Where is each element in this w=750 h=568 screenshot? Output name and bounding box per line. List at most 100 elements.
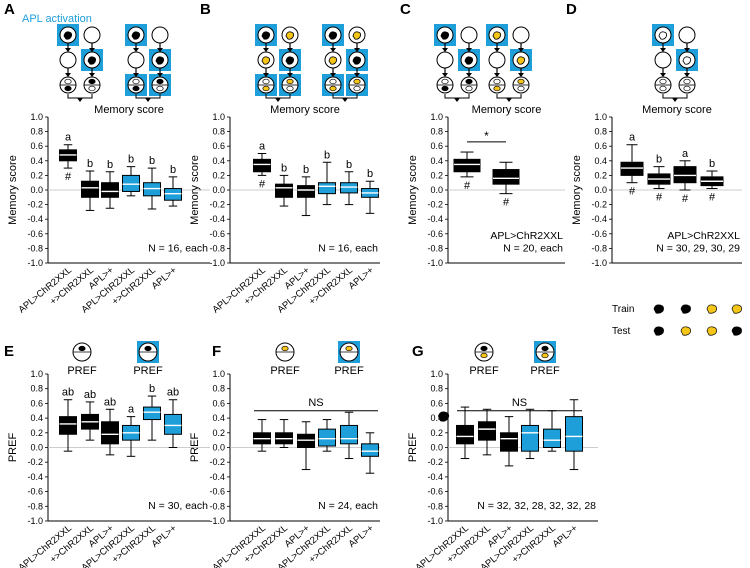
y-tick-label: 0.6: [212, 398, 225, 408]
panel-g-chart: 1.0 0.8 0.6 0.4 0.2 0.0 -0.2 -0.4 -0.6 -0.8 -1.0 PR…: [407, 369, 598, 568]
y-tick-label: -0.2: [27, 457, 43, 467]
bracket-arrow-icon: [506, 98, 512, 102]
arrow-head-icon: [330, 48, 336, 52]
y-tick-label: 0.6: [30, 141, 43, 151]
arrow-head-icon: [518, 48, 524, 52]
arrow-head-icon: [157, 73, 163, 77]
arrow-head-icon: [494, 73, 500, 77]
test-odor-icon: [88, 85, 96, 92]
y-tick-label: -1.0: [591, 258, 607, 268]
hash-mark: #: [682, 193, 689, 205]
y-tick-label: -0.8: [427, 501, 443, 511]
y-tick-label: 0.6: [594, 141, 607, 151]
arrow-head-icon: [354, 73, 360, 77]
train-odor-icon: [680, 304, 691, 314]
odor-black-icon: [87, 56, 97, 65]
pref-label: PREF: [270, 365, 300, 377]
significance-letter: ab: [62, 387, 74, 399]
y-tick-label: 1.0: [212, 369, 225, 379]
significance-letter: b: [170, 164, 176, 176]
box-3: [101, 421, 119, 445]
y-tick-label: -0.2: [209, 200, 225, 210]
panel-c-chart: 1.0 0.8 0.6 0.4 0.2 0.0 -0.2 -0.4 -0.6 -0.8 -1.0 Me…: [407, 104, 565, 268]
arrow-head-icon: [442, 48, 448, 52]
panel-letter-d: D: [566, 1, 577, 18]
y-axis-label: PREF: [189, 433, 201, 463]
significance-letter: ab: [167, 387, 179, 399]
arrow-head-icon: [684, 73, 690, 77]
y-tick-label: 0.8: [30, 384, 43, 394]
box-2: [478, 421, 496, 441]
y-tick-label: 0.2: [594, 170, 607, 180]
test-odor-icon: [329, 85, 337, 92]
y-tick-label: -1.0: [427, 516, 443, 526]
y-tick-label: 0.0: [212, 443, 225, 453]
odor-yellow-icon: [261, 56, 271, 65]
odor-white-icon: [658, 31, 668, 40]
test-label: Test: [612, 326, 631, 337]
tube-circle-icon: [83, 26, 101, 44]
arrow-head-icon: [65, 73, 71, 77]
y-tick-label: -0.4: [591, 214, 607, 224]
significance-letter: b: [656, 154, 662, 166]
y-tick-label: -0.8: [27, 243, 43, 253]
y-tick-label: 1.0: [212, 112, 225, 122]
bracket-arrow-icon: [454, 98, 460, 102]
significance-letter: a: [259, 141, 266, 153]
test-odor-icon: [541, 352, 549, 359]
y-tick-label: 0.8: [30, 127, 43, 137]
odor-black-icon: [285, 56, 295, 65]
bracket-arrow-icon: [145, 98, 151, 102]
test-odor-icon: [132, 85, 140, 92]
train-odor-icon: [731, 304, 742, 314]
y-tick-label: 0.2: [430, 428, 443, 438]
arrow-head-icon: [287, 48, 293, 52]
bracket-arrow-icon: [77, 98, 83, 102]
box-4: [318, 182, 336, 195]
train-label: Train: [612, 304, 634, 315]
y-tick-label: -0.2: [209, 457, 225, 467]
pref-label: PREF: [334, 365, 364, 377]
arrow-head-icon: [263, 73, 269, 77]
test-odor-icon: [262, 85, 270, 92]
genotype-label: APL>ChR2XXL: [490, 230, 563, 242]
y-tick-label: -0.6: [27, 487, 43, 497]
box-6: [164, 413, 182, 435]
test-odor-icon: [683, 78, 691, 85]
test-odor-icon: [281, 345, 289, 352]
y-tick-label: 0.8: [212, 127, 225, 137]
odor-black-icon: [328, 31, 338, 40]
y-tick-label: -0.2: [427, 200, 443, 210]
train-odor-icon: [706, 304, 717, 314]
y-tick-label: 0.6: [430, 141, 443, 151]
y-tick-label: 0.6: [212, 141, 225, 151]
sample-size-label: N = 30, each: [148, 500, 208, 512]
odor-yellow-icon: [492, 31, 502, 40]
hash-mark: #: [629, 186, 636, 198]
test-odor-icon: [88, 78, 96, 85]
bracket-arrow-icon: [275, 98, 281, 102]
y-tick-label: -0.4: [209, 472, 225, 482]
y-tick-label: -0.6: [427, 487, 443, 497]
arrow-head-icon: [287, 73, 293, 77]
box-3: [297, 433, 315, 448]
y-tick-label: 0.0: [30, 443, 43, 453]
y-tick-label: 1.0: [30, 369, 43, 379]
significance-letter: b: [709, 158, 715, 170]
test-odor-icon: [156, 78, 164, 85]
significance-letter: b: [281, 162, 287, 174]
y-tick-label: 0.8: [430, 384, 443, 394]
test-odor-icon: [78, 345, 86, 352]
y-tick-label: 0.2: [30, 428, 43, 438]
sample-size-label: N = 24, each: [318, 500, 378, 512]
hash-mark: #: [503, 197, 510, 209]
arrow-head-icon: [494, 48, 500, 52]
y-tick-label: 0.4: [430, 413, 443, 423]
box-5: [340, 182, 358, 194]
box-5: [543, 428, 561, 448]
pair-bracket: [67, 94, 93, 99]
y-tick-label: -1.0: [27, 258, 43, 268]
box-4: [521, 424, 539, 452]
arrow-head-icon: [660, 48, 666, 52]
